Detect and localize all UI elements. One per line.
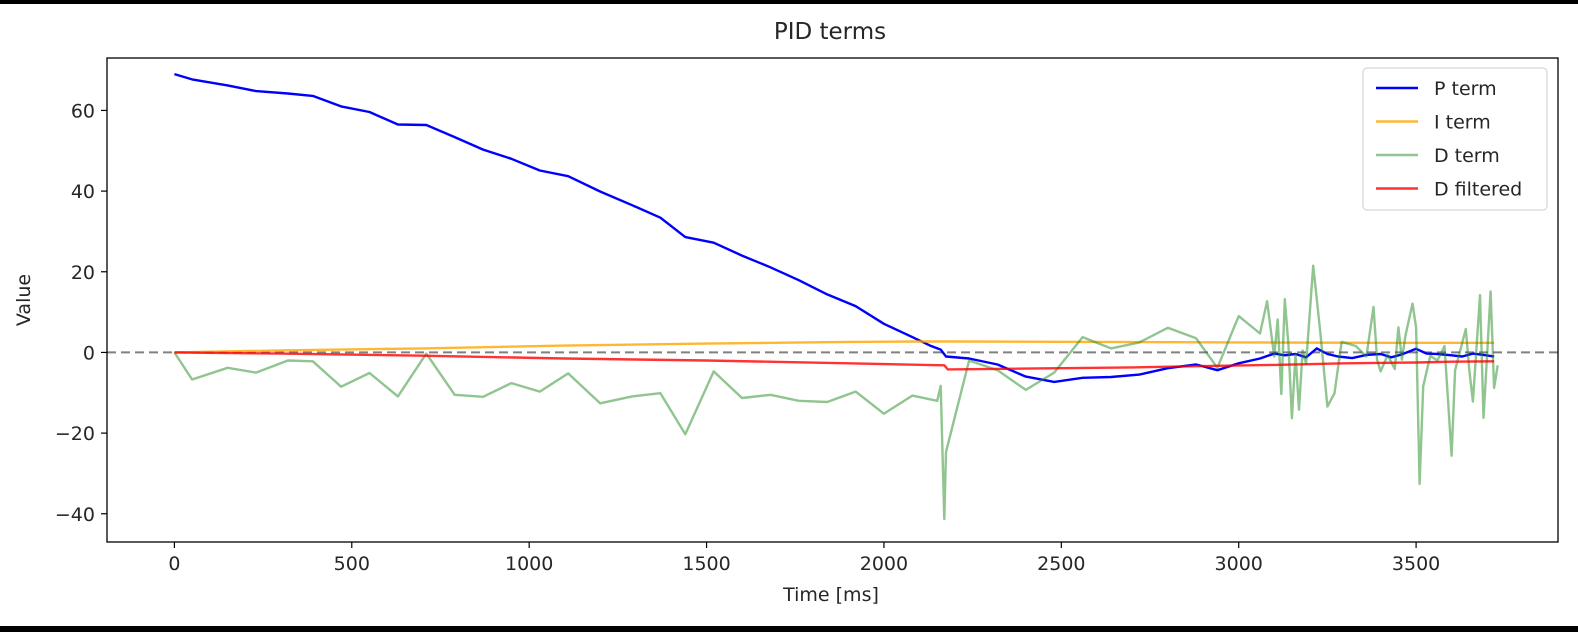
x-tick-label: 1500 <box>682 553 730 575</box>
series-line-p-term <box>174 72 1495 384</box>
x-tick-label: 2000 <box>860 553 908 575</box>
x-tick-label: 2500 <box>1037 553 1085 575</box>
x-tick-label: 3000 <box>1215 553 1263 575</box>
legend-label-p-term: P term <box>1434 78 1497 100</box>
x-axis-label: Time [ms] <box>782 584 879 606</box>
x-tick-label: 500 <box>334 553 370 575</box>
series-line-d-filtered <box>174 351 1495 371</box>
x-tick-label: 3500 <box>1392 553 1440 575</box>
chart: PID terms 0 500 1000 1500 2000 2500 3000 3500 −… <box>13 19 1559 606</box>
plot-area <box>107 72 1558 521</box>
y-tick-label: 60 <box>71 100 95 122</box>
y-tick-label: 40 <box>71 181 95 203</box>
y-tick-label: 20 <box>71 262 95 284</box>
y-axis: −40 −20 0 20 40 60 <box>55 100 107 526</box>
y-axis-label: Value <box>13 274 35 326</box>
legend[interactable]: P term I term D term D filtered <box>1362 67 1548 211</box>
x-tick-label: 1000 <box>505 553 553 575</box>
figure: PID terms 0 500 1000 1500 2000 2500 3000 3500 −… <box>0 4 1578 626</box>
legend-label-i-term: I term <box>1434 112 1491 134</box>
series-line-i-term <box>174 340 1495 354</box>
y-tick-label: −20 <box>55 423 95 445</box>
x-tick-label: 0 <box>168 553 180 575</box>
axes-frame <box>106 57 1559 543</box>
x-axis: 0 500 1000 1500 2000 2500 3000 3500 <box>168 542 1440 575</box>
y-tick-label: 0 <box>83 342 95 364</box>
series-line-d-term <box>173 264 1499 521</box>
legend-label-d-term: D term <box>1434 145 1500 167</box>
chart-title: PID terms <box>774 19 886 45</box>
legend-box <box>1362 67 1548 211</box>
y-tick-label: −40 <box>55 504 95 526</box>
legend-label-d-filtered: D filtered <box>1434 179 1522 201</box>
